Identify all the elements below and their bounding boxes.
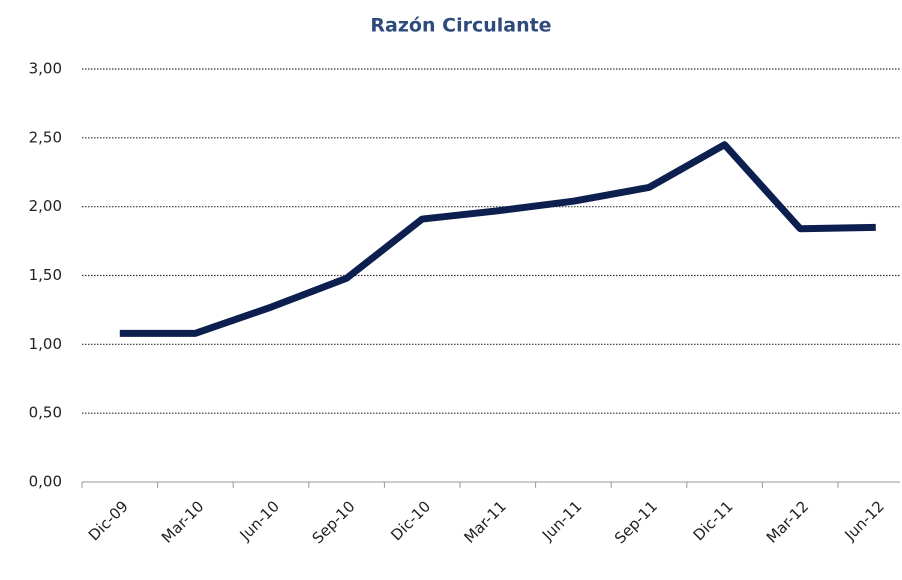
x-tick-label: Jun-10	[236, 497, 283, 544]
y-tick-label: 0,00	[29, 473, 62, 491]
y-tick-label: 0,50	[29, 404, 62, 422]
y-tick-label: 1,00	[29, 335, 62, 353]
x-tick-label: Dic-10	[387, 497, 434, 544]
y-tick-label: 3,00	[29, 60, 62, 78]
x-tick-label: Sep-11	[611, 497, 661, 547]
x-tick-label: Dic-11	[690, 497, 737, 544]
x-tick-label: Dic-09	[85, 497, 132, 544]
y-tick-label: 2,00	[29, 197, 62, 215]
y-tick-label: 2,50	[29, 128, 62, 146]
x-tick-label: Jun-11	[538, 497, 585, 544]
y-tick-label: 1,50	[29, 266, 62, 284]
x-tick-label: Sep-10	[309, 497, 359, 547]
chart-title: Razón Circulante	[370, 15, 551, 37]
x-tick-label: Mar-10	[158, 497, 207, 546]
line	[119, 141, 876, 337]
x-tick-label: Mar-12	[763, 497, 812, 546]
x-tick-label: Jun-12	[840, 497, 887, 544]
x-tick-label: Mar-11	[460, 497, 509, 546]
